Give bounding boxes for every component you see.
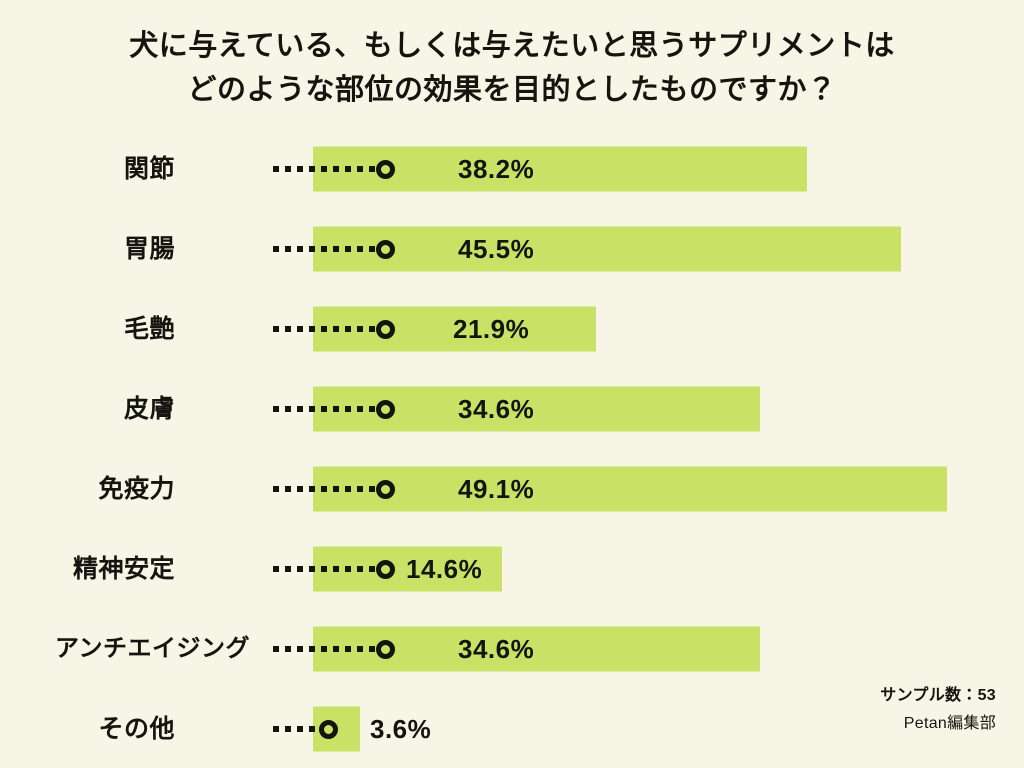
category-label: 免疫力 bbox=[98, 475, 175, 503]
leader-line bbox=[273, 566, 376, 572]
value-marker-icon bbox=[318, 719, 338, 739]
chart-row: 精神安定 14.6% bbox=[0, 531, 1024, 607]
credit-note: Petan編集部 bbox=[903, 715, 996, 732]
value-label: 34.6% bbox=[458, 394, 535, 424]
value-marker-icon bbox=[375, 399, 395, 419]
bar-chart: 関節 38.2% 胃腸 45.5% 毛艶 21.9% 皮膚 34.6% 免疫力 49.1% 精神安定… bbox=[0, 131, 1024, 752]
value-marker-icon bbox=[375, 639, 395, 659]
chart-row: アンチエイジング 34.6% bbox=[0, 611, 1024, 687]
page-title-line-2: どのような部位の効果を目的としたものですか？ bbox=[187, 74, 837, 106]
chart-row: 胃腸 45.5% bbox=[0, 211, 1024, 287]
category-label: 関節 bbox=[123, 155, 175, 183]
value-marker-icon bbox=[375, 479, 395, 499]
chart-row: 関節 38.2% bbox=[0, 131, 1024, 207]
value-label: 21.9% bbox=[453, 314, 530, 344]
category-label: アンチエイジング bbox=[54, 635, 250, 662]
chart-row: 毛艶 21.9% bbox=[0, 291, 1024, 367]
value-marker-icon bbox=[375, 239, 395, 259]
chart-footer: サンプル数：53 Petan編集部 bbox=[880, 682, 996, 738]
bar bbox=[313, 466, 947, 512]
category-label: 胃腸 bbox=[123, 235, 175, 263]
value-label: 49.1% bbox=[458, 474, 535, 504]
chart-row: 皮膚 34.6% bbox=[0, 371, 1024, 447]
value-label: 3.6% bbox=[370, 714, 432, 744]
leader-line bbox=[273, 166, 376, 172]
bar bbox=[313, 226, 901, 272]
bar bbox=[313, 146, 807, 192]
value-marker-icon bbox=[375, 319, 395, 339]
sample-size-note: サンプル数：53 bbox=[880, 687, 996, 704]
chart-row: その他 3.6% bbox=[0, 691, 1024, 767]
chart-row: 免疫力 49.1% bbox=[0, 451, 1024, 527]
page-title: 犬に与えている、もしくは与えたいと思うサプリメントは どのような部位の効果を目的… bbox=[0, 24, 1024, 112]
category-label: 毛艶 bbox=[123, 315, 175, 343]
leader-line bbox=[273, 726, 319, 732]
page-title-line-1: 犬に与えている、もしくは与えたいと思うサプリメントは bbox=[129, 30, 895, 62]
value-label: 14.6% bbox=[406, 554, 483, 584]
category-label: 皮膚 bbox=[123, 395, 175, 423]
category-label: その他 bbox=[98, 715, 175, 743]
value-label: 34.6% bbox=[458, 634, 535, 664]
value-label: 38.2% bbox=[458, 154, 535, 184]
leader-line bbox=[273, 406, 376, 412]
value-marker-icon bbox=[375, 159, 395, 179]
leader-line bbox=[273, 646, 376, 652]
leader-line bbox=[273, 246, 376, 252]
value-label: 45.5% bbox=[458, 234, 535, 264]
leader-line bbox=[273, 326, 376, 332]
category-label: 精神安定 bbox=[72, 555, 175, 583]
leader-line bbox=[273, 486, 376, 492]
value-marker-icon bbox=[375, 559, 395, 579]
